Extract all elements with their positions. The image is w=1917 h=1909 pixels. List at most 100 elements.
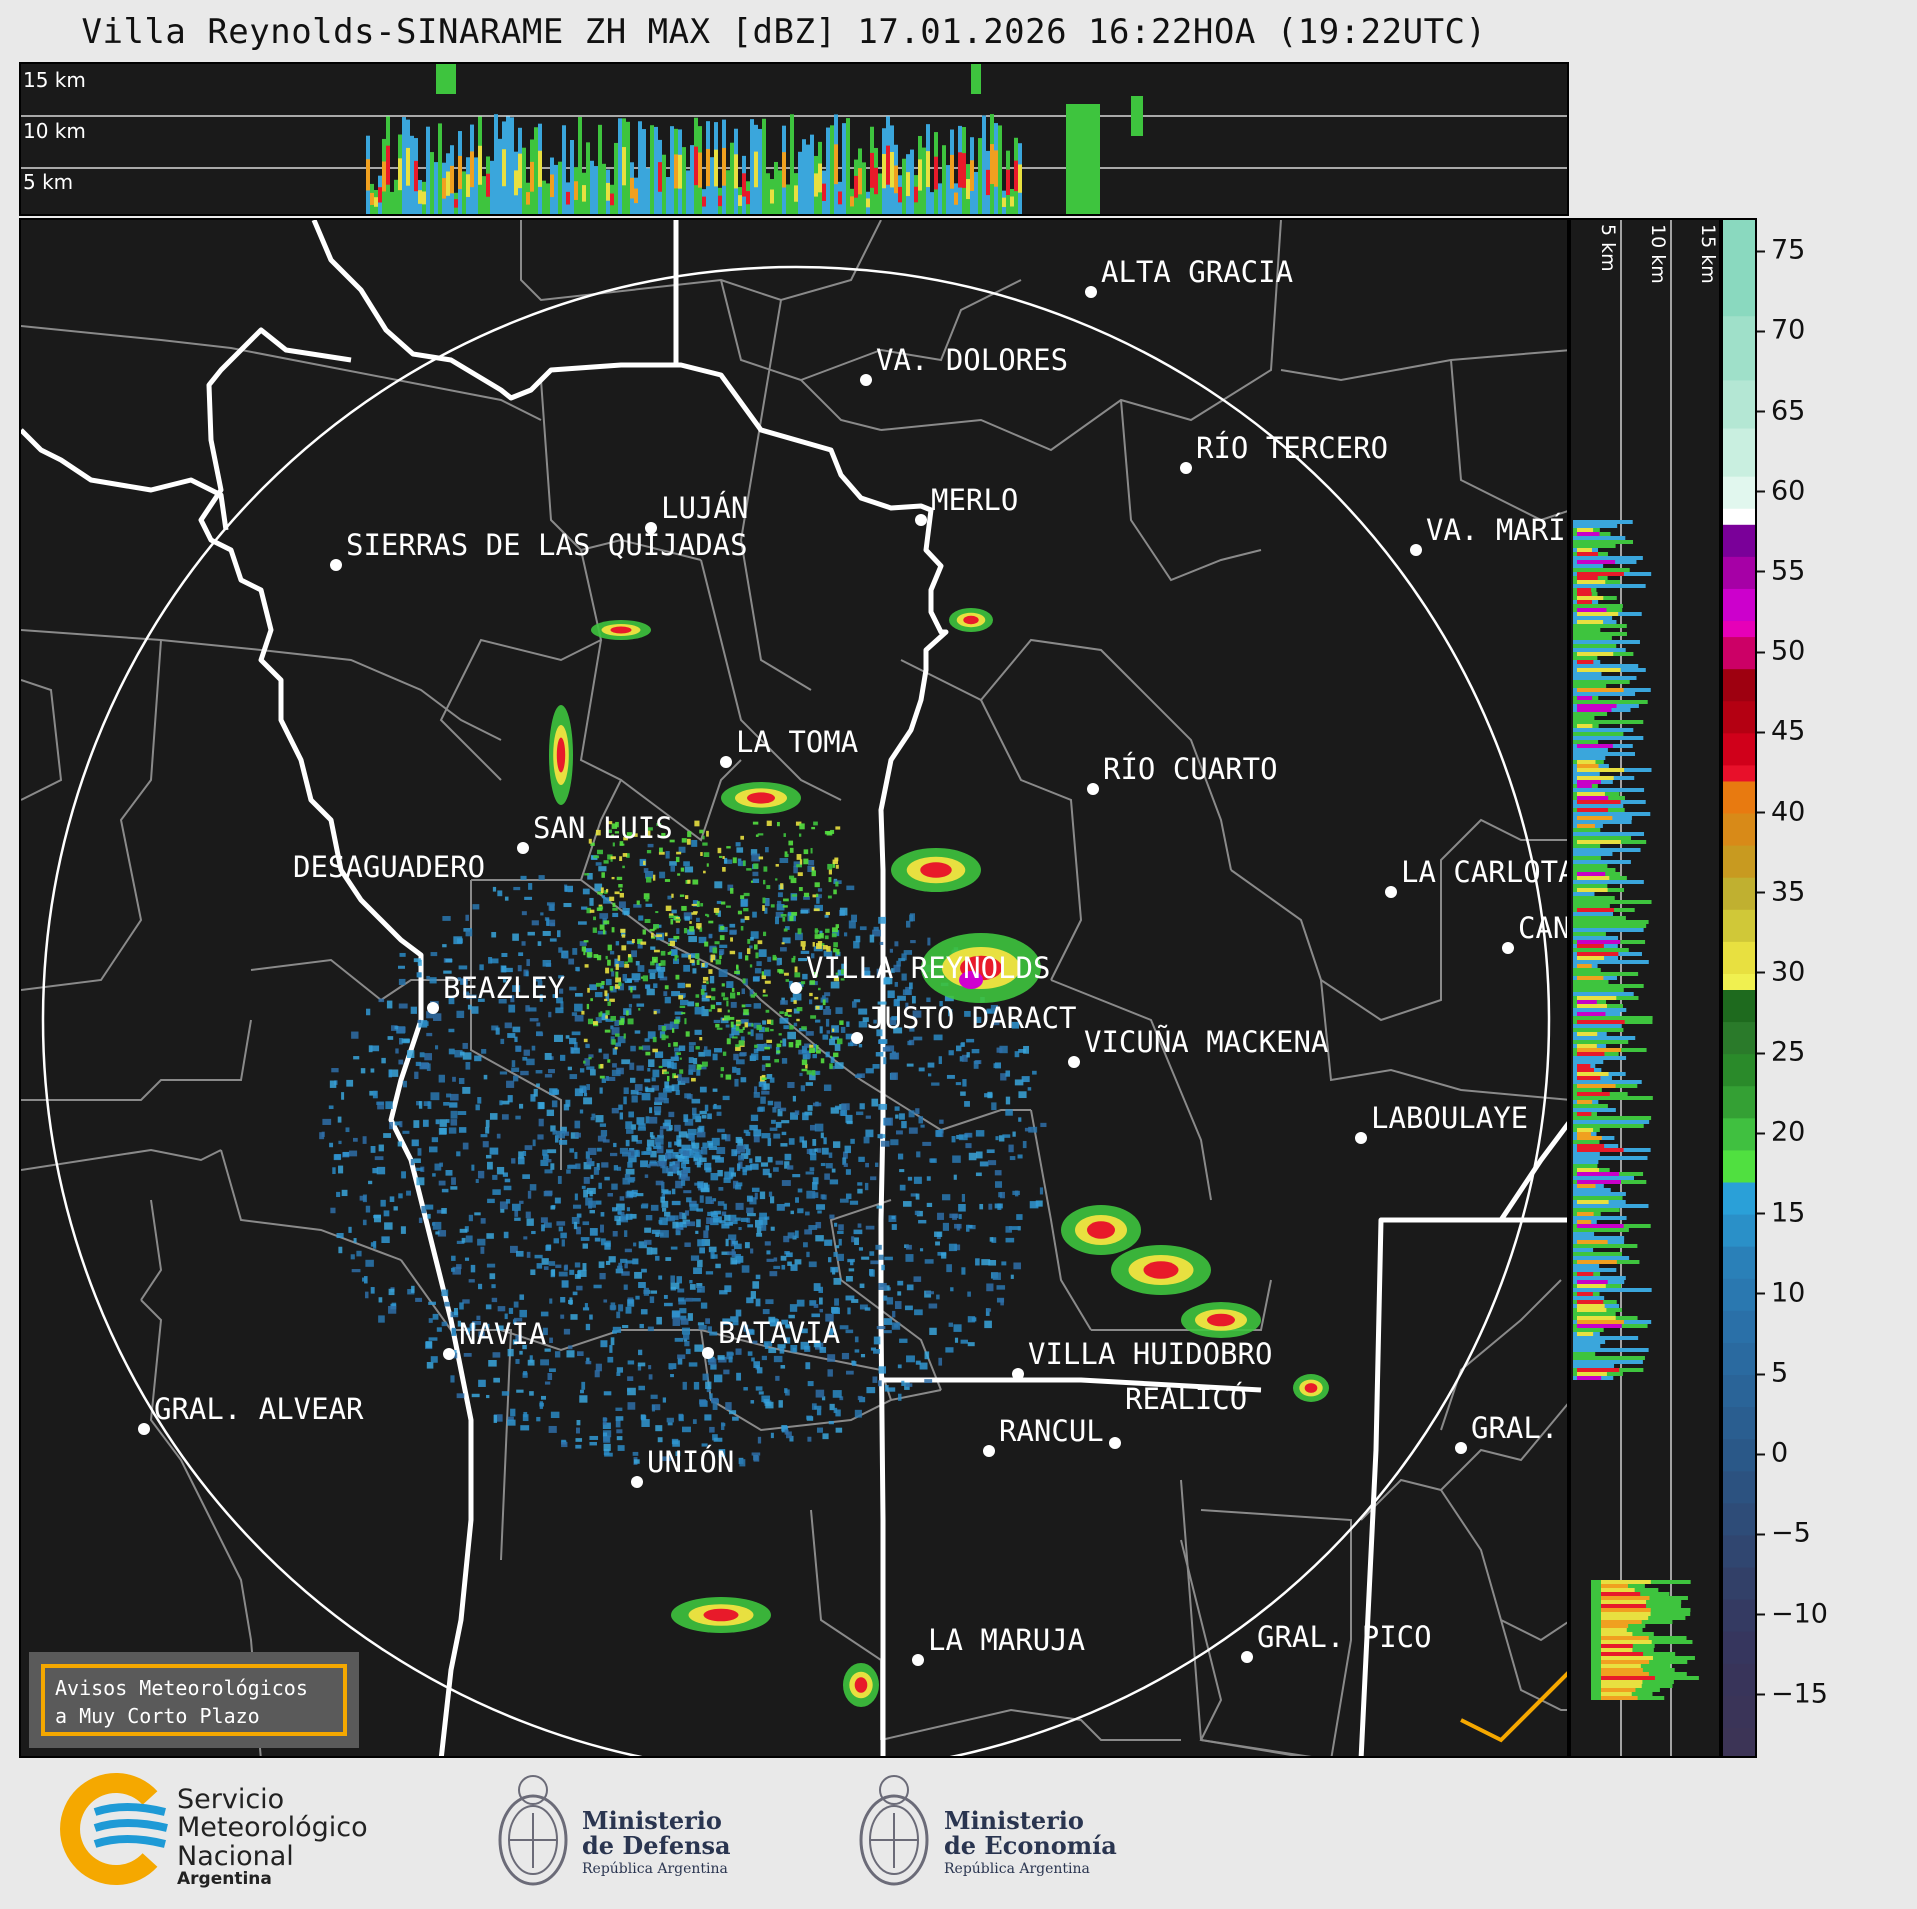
orange-border (1460, 1671, 1567, 1743)
colorbar-ticks: 75 70 65 60 55 50 45 40 35 30 25 20 15 10 5 0 −5 −10 −15 (1757, 218, 1877, 1758)
colorbar-tick: 60 (1757, 475, 1805, 506)
economia-logo-text: Ministerio de Economía República Argenti… (944, 1808, 1117, 1877)
colorbar-segment (1723, 1375, 1755, 1409)
city-label: JUSTO DARACT (867, 1001, 1077, 1035)
aviso-link[interactable]: Avisos Meteorológicos a Muy Corto Plazo (41, 1664, 347, 1736)
smn-logo-text: Servicio Meteorológico Nacional Argentin… (177, 1785, 368, 1889)
colorbar-segment (1723, 813, 1755, 847)
colorbar-segment (1723, 1278, 1755, 1312)
radar-map[interactable]: ALTA GRACIA VA. DOLORES RÍO TERCERO LUJÁN ME… (19, 218, 1569, 1758)
city-label: VICUÑA MACKENA (1084, 1025, 1329, 1059)
colorbar-tick: −5 (1757, 1518, 1811, 1549)
colorbar-segment (1723, 476, 1755, 510)
colorbar-segment (1723, 1471, 1755, 1505)
city-label: CAN (1518, 911, 1569, 945)
city-label: UNIÓN (647, 1445, 735, 1479)
city-marker (1012, 1368, 1024, 1380)
colorbar-segment (1723, 1086, 1755, 1120)
colorbar-tick-label: 70 (1771, 314, 1806, 346)
colorbar-tick: 35 (1757, 876, 1805, 907)
colorbar-tick: 55 (1757, 555, 1805, 586)
city-marker (1502, 942, 1514, 954)
city-label: GRAL. ALVEAR (154, 1392, 364, 1426)
colorbar-segment (1723, 1439, 1755, 1473)
city-label: LABOULAYE (1371, 1101, 1529, 1135)
city-label: NAVIA (459, 1317, 547, 1351)
city-label: GRAL. PICO (1257, 1620, 1432, 1654)
colorbar-segment (1723, 1663, 1755, 1697)
colorbar-segment (1723, 637, 1755, 671)
city-label: REALICÓ (1125, 1382, 1248, 1416)
colorbar-segment (1723, 220, 1755, 318)
top-profile-svg (21, 64, 1567, 214)
city-label: GRAL. (1471, 1411, 1559, 1445)
defensa-line-3: República Argentina (582, 1861, 728, 1878)
defensa-line-1: Ministerio (582, 1806, 722, 1835)
city-label: VA. MARÍ (1426, 513, 1566, 547)
city-marker (1241, 1651, 1253, 1663)
city-marker (790, 982, 802, 994)
colorbar-segment (1723, 1182, 1755, 1216)
colorbar-tick-label: 65 (1771, 395, 1806, 426)
colorbar-segment (1723, 1150, 1755, 1184)
colorbar-segment (1723, 1695, 1755, 1729)
dbz-colorbar (1721, 218, 1757, 1758)
smn-logo-icon (60, 1773, 168, 1885)
colorbar-tick: 75 (1757, 235, 1805, 266)
colorbar-tick: 15 (1757, 1197, 1805, 1228)
city-label: DESAGUADERO (293, 850, 486, 884)
alt-label-15km: 15 km (23, 68, 86, 92)
colorbar-segment (1723, 941, 1755, 975)
city-label: ALTA GRACIA (1101, 255, 1294, 289)
colorbar-tick: −10 (1757, 1598, 1828, 1629)
colorbar-tick-label: 45 (1771, 715, 1806, 747)
colorbar-svg (1723, 220, 1755, 1756)
colorbar-segment (1723, 1342, 1755, 1376)
city-label: VILLA HUIDOBRO (1028, 1337, 1273, 1371)
colorbar-segment (1723, 909, 1755, 943)
colorbar-segment (1723, 508, 1755, 526)
map-title: Villa Reynolds-SINARAME ZH MAX [dBZ] 17.… (81, 12, 1487, 52)
department-borders (21, 220, 1567, 1756)
colorbar-segment (1723, 1310, 1755, 1344)
colorbar-tick: 45 (1757, 716, 1805, 747)
colorbar-segment (1723, 669, 1755, 703)
colorbar-segment (1723, 1022, 1755, 1056)
colorbar-segment (1723, 1246, 1755, 1280)
city-marker (1085, 286, 1097, 298)
colorbar-tick-label: 10 (1771, 1277, 1806, 1309)
colorbar-segment (1723, 1118, 1755, 1152)
side-vertical-profile-panel: 5 km 10 km 15 km (1569, 218, 1721, 1758)
city-marker (443, 1348, 455, 1360)
colorbar-tick-label: −5 (1771, 1517, 1811, 1549)
colorbar-tick: −15 (1757, 1678, 1828, 1709)
colorbar-tick-label: 75 (1771, 234, 1806, 266)
city-label: VILLA REYNOLDS (806, 951, 1051, 985)
colorbar-tick-label: 5 (1771, 1357, 1789, 1389)
alt-label-10km: 10 km (23, 119, 86, 143)
colorbar-tick-label: 30 (1771, 956, 1806, 988)
colorbar-segment (1723, 1054, 1755, 1088)
aviso-line-2: a Muy Corto Plazo (55, 1704, 260, 1728)
colorbar-tick-label: 25 (1771, 1036, 1806, 1068)
city-label: RANCUL (999, 1414, 1104, 1448)
side-alt-label-5km: 5 km (1597, 224, 1619, 272)
city-marker (915, 514, 927, 526)
smn-line-3: Nacional (177, 1840, 294, 1872)
city-label: MERLO (931, 483, 1019, 517)
colorbar-tick-label: 35 (1771, 876, 1806, 908)
city-marker (1385, 886, 1397, 898)
city-label: BATAVIA (718, 1316, 841, 1350)
city-marker (1109, 1437, 1121, 1449)
colorbar-segment (1723, 1535, 1755, 1569)
colorbar-tick: 30 (1757, 956, 1805, 987)
city-marker (1455, 1442, 1467, 1454)
colorbar-tick: 5 (1757, 1358, 1788, 1389)
side-profile-svg (1573, 220, 1699, 1756)
aviso-panel[interactable]: Avisos Meteorológicos a Muy Corto Plazo (29, 1652, 359, 1748)
colorbar-segment (1723, 1727, 1755, 1756)
city-label: RÍO TERCERO (1196, 431, 1389, 465)
city-label: LUJÁN (661, 491, 749, 525)
top-profile-echoes (366, 64, 1143, 214)
colorbar-segment (1723, 973, 1755, 991)
